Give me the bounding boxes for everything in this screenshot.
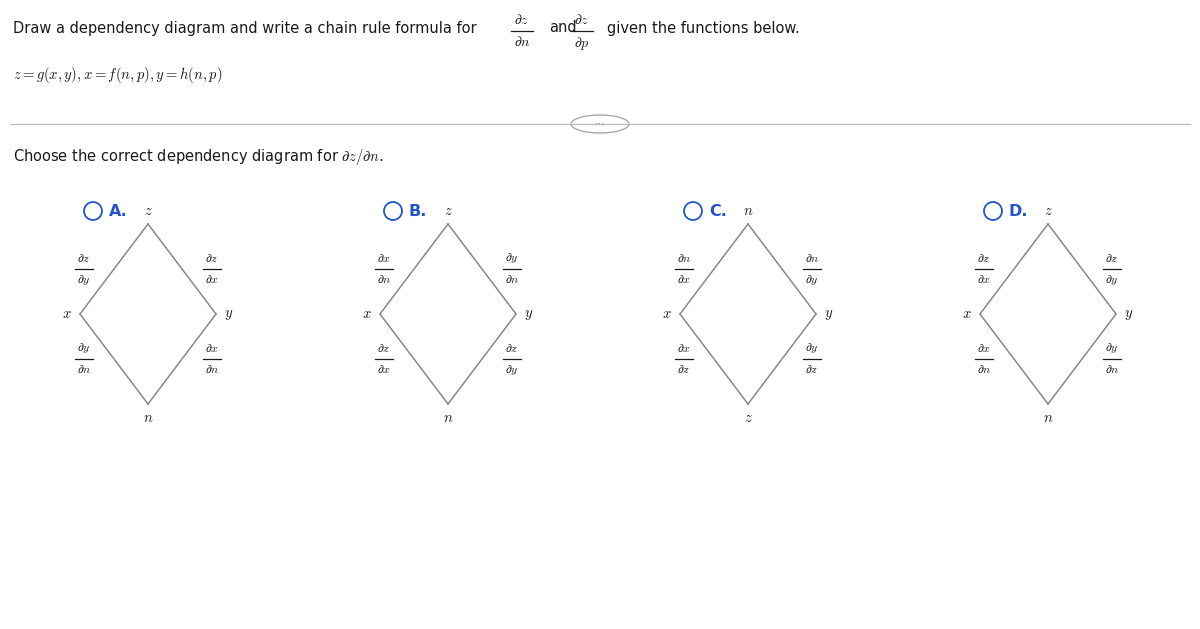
- Text: $\partial y$: $\partial y$: [805, 341, 818, 355]
- Text: given the functions below.: given the functions below.: [607, 21, 799, 35]
- Text: $\it{y}$: $\it{y}$: [1124, 306, 1133, 321]
- Text: $\partial x$: $\partial x$: [377, 252, 391, 265]
- Text: $\it{z}$: $\it{z}$: [744, 410, 752, 425]
- Text: D.: D.: [1009, 204, 1028, 218]
- Text: ···: ···: [594, 119, 606, 129]
- Text: $\partial y$: $\partial y$: [505, 363, 518, 377]
- Text: $\partial n$: $\partial n$: [977, 363, 991, 376]
- Text: $\partial x$: $\partial x$: [677, 342, 691, 355]
- Text: $\partial y$: $\partial y$: [77, 341, 91, 355]
- Text: $\partial n$: $\partial n$: [505, 273, 520, 286]
- Text: $\partial n$: $\partial n$: [805, 252, 820, 265]
- Text: $\partial p$: $\partial p$: [575, 35, 589, 52]
- Text: $\it{x}$: $\it{x}$: [662, 306, 672, 321]
- Text: $\it{n}$: $\it{n}$: [443, 410, 454, 425]
- Text: $\partial x$: $\partial x$: [377, 363, 391, 376]
- Text: $\partial z$: $\partial z$: [78, 252, 90, 265]
- Text: $\partial z$: $\partial z$: [805, 363, 818, 376]
- Text: $\partial z$: $\partial z$: [205, 252, 218, 265]
- Text: $\partial z$: $\partial z$: [378, 342, 390, 355]
- Text: and: and: [550, 21, 577, 35]
- Text: $\partial z$: $\partial z$: [515, 13, 529, 26]
- Text: $\partial x$: $\partial x$: [977, 273, 991, 286]
- Text: $\it{y}$: $\it{y}$: [824, 306, 833, 321]
- Text: $\it{n}$: $\it{n}$: [143, 410, 154, 425]
- Text: $\it{z}$: $\it{z}$: [144, 203, 152, 218]
- Text: $\partial n$: $\partial n$: [377, 273, 391, 286]
- Text: $\it{z}$: $\it{z}$: [1044, 203, 1052, 218]
- Text: $\it{y}$: $\it{y}$: [524, 306, 533, 321]
- Text: $\partial z$: $\partial z$: [978, 252, 990, 265]
- Text: $\partial n$: $\partial n$: [205, 363, 220, 376]
- Text: $\partial y$: $\partial y$: [77, 273, 91, 287]
- Text: $\partial z$: $\partial z$: [575, 13, 589, 26]
- Text: $\partial y$: $\partial y$: [1105, 341, 1118, 355]
- Text: $\it{z = g(x,y), x = f(n,p), y = h(n,p)}$: $\it{z = g(x,y), x = f(n,p), y = h(n,p)}…: [13, 65, 222, 85]
- Text: $\partial y$: $\partial y$: [805, 273, 818, 287]
- Text: A.: A.: [109, 204, 127, 218]
- Text: B.: B.: [409, 204, 427, 218]
- Text: $\it{z}$: $\it{z}$: [444, 203, 452, 218]
- Text: $\partial z$: $\partial z$: [678, 363, 690, 376]
- Text: $\partial y$: $\partial y$: [1105, 273, 1118, 287]
- Text: $\partial y$: $\partial y$: [505, 251, 518, 265]
- Text: C.: C.: [709, 204, 727, 218]
- Text: Draw a dependency diagram and write a chain rule formula for: Draw a dependency diagram and write a ch…: [13, 21, 476, 35]
- Text: $\partial z$: $\partial z$: [1105, 252, 1118, 265]
- Text: $\partial n$: $\partial n$: [77, 363, 91, 376]
- Text: $\partial n$: $\partial n$: [677, 252, 691, 265]
- Text: $\it{x}$: $\it{x}$: [62, 306, 72, 321]
- Text: $\partial n$: $\partial n$: [1105, 363, 1120, 376]
- Text: $\it{n}$: $\it{n}$: [743, 203, 754, 218]
- Text: $\it{y}$: $\it{y}$: [224, 306, 233, 321]
- Text: $\partial x$: $\partial x$: [977, 342, 991, 355]
- Text: $\partial n$: $\partial n$: [514, 35, 530, 50]
- Text: $\partial z$: $\partial z$: [505, 342, 518, 355]
- Text: $\partial x$: $\partial x$: [205, 273, 218, 286]
- Text: Choose the correct dependency diagram for $\partial z/\partial n$.: Choose the correct dependency diagram fo…: [13, 147, 384, 167]
- Text: $\partial x$: $\partial x$: [677, 273, 691, 286]
- Text: $\partial x$: $\partial x$: [205, 342, 218, 355]
- Text: $\it{x}$: $\it{x}$: [362, 306, 372, 321]
- Text: $\it{x}$: $\it{x}$: [962, 306, 972, 321]
- Text: $\it{n}$: $\it{n}$: [1043, 410, 1054, 425]
